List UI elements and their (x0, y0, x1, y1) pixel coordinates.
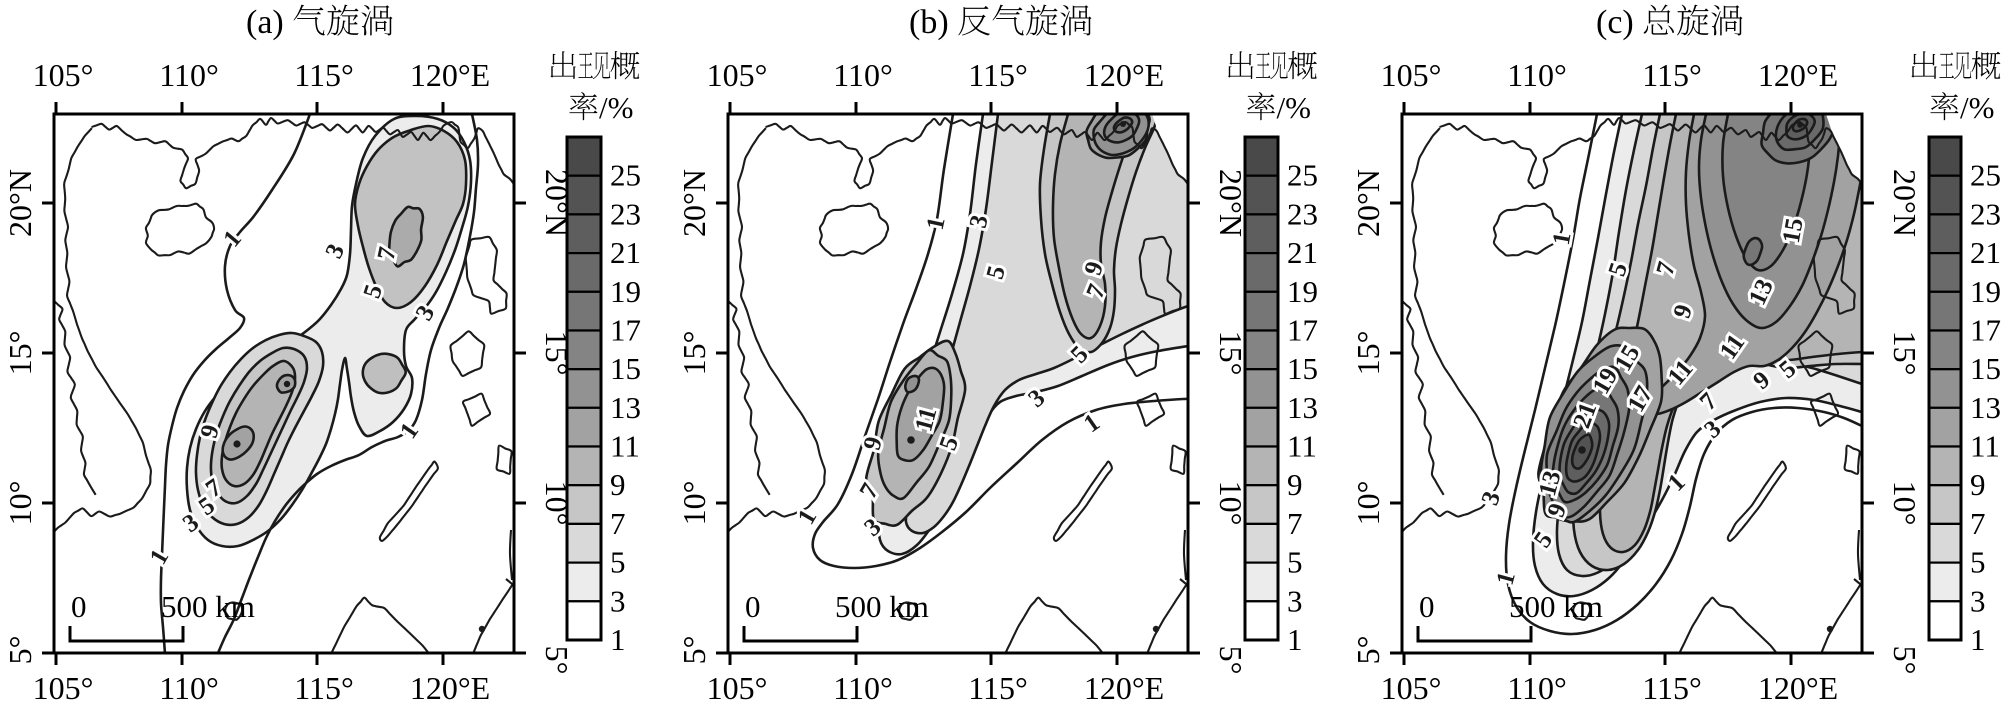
svg-text:15: 15 (610, 351, 641, 386)
svg-text:13: 13 (1287, 390, 1318, 425)
svg-text:10°: 10° (1350, 481, 1386, 526)
svg-text:15°: 15° (1887, 331, 1923, 376)
svg-text:3: 3 (1970, 583, 1986, 618)
svg-text:120°E: 120°E (1084, 57, 1164, 93)
svg-text:115°: 115° (294, 670, 354, 706)
svg-text:15°: 15° (1213, 331, 1249, 376)
svg-text:120°E: 120°E (410, 57, 490, 93)
svg-text:20°N: 20°N (2, 169, 38, 237)
svg-text:5°: 5° (2, 636, 38, 665)
svg-text:7: 7 (1287, 506, 1303, 541)
svg-text:120°E: 120°E (1084, 670, 1164, 706)
svg-text:115°: 115° (1642, 670, 1702, 706)
svg-text:15: 15 (1970, 351, 2001, 386)
svg-text:115°: 115° (968, 57, 1028, 93)
svg-text:5: 5 (1970, 545, 1986, 580)
svg-text:10°: 10° (1213, 481, 1249, 526)
svg-text:500 km: 500 km (1509, 589, 1603, 624)
svg-text:105°: 105° (707, 57, 768, 93)
svg-text:20°N: 20°N (676, 169, 712, 237)
svg-text:(c): (c) (1596, 4, 1634, 41)
svg-text:19: 19 (1970, 274, 2001, 309)
svg-text:110°: 110° (159, 670, 219, 706)
svg-text:(b): (b) (909, 4, 949, 41)
svg-text:7: 7 (1970, 506, 1986, 541)
svg-text:15: 15 (1778, 216, 1809, 245)
svg-text:15°: 15° (2, 331, 38, 376)
svg-text:5: 5 (1287, 545, 1303, 580)
svg-text:5: 5 (610, 545, 626, 580)
svg-text:13: 13 (610, 390, 641, 425)
svg-text:5°: 5° (1350, 636, 1386, 665)
svg-text:5°: 5° (1887, 646, 1923, 675)
svg-text:105°: 105° (1381, 57, 1442, 93)
svg-text:/%: /% (1960, 90, 1994, 125)
svg-text:9: 9 (1287, 467, 1303, 502)
svg-text:110°: 110° (1507, 57, 1567, 93)
svg-text:17: 17 (1970, 313, 2001, 348)
svg-text:25: 25 (610, 158, 641, 193)
svg-text:3: 3 (610, 583, 626, 618)
svg-text:1: 1 (1970, 622, 1986, 657)
svg-text:0: 0 (71, 589, 87, 624)
svg-text:0: 0 (1419, 589, 1435, 624)
svg-text:120°E: 120°E (410, 670, 490, 706)
svg-text:115°: 115° (1642, 57, 1702, 93)
svg-text:15: 15 (1287, 351, 1318, 386)
svg-text:10°: 10° (676, 481, 712, 526)
svg-text:105°: 105° (33, 670, 94, 706)
svg-text:5°: 5° (676, 636, 712, 665)
svg-text:25: 25 (1970, 158, 2001, 193)
svg-text:15°: 15° (676, 331, 712, 376)
svg-text:/%: /% (1277, 90, 1311, 125)
svg-text:105°: 105° (1381, 670, 1442, 706)
svg-text:110°: 110° (833, 670, 893, 706)
svg-text:13: 13 (1970, 390, 2001, 425)
svg-text:500 km: 500 km (835, 589, 929, 624)
svg-text:500 km: 500 km (161, 589, 255, 624)
svg-text:11: 11 (1970, 429, 2000, 464)
svg-text:20°N: 20°N (1350, 169, 1386, 237)
svg-text:20°N: 20°N (1887, 169, 1923, 237)
svg-text:23: 23 (1287, 196, 1318, 231)
svg-text:21: 21 (610, 235, 641, 270)
svg-text:110°: 110° (159, 57, 219, 93)
svg-text:21: 21 (1287, 235, 1318, 270)
svg-text:105°: 105° (707, 670, 768, 706)
svg-text:3: 3 (1287, 583, 1303, 618)
svg-text:15°: 15° (1350, 331, 1386, 376)
svg-text:7: 7 (610, 506, 626, 541)
svg-text:120°E: 120°E (1758, 57, 1838, 93)
svg-text:21: 21 (1970, 235, 2001, 270)
svg-text:115°: 115° (294, 57, 354, 93)
svg-text:20°N: 20°N (1213, 169, 1249, 237)
svg-text:1: 1 (1287, 622, 1303, 657)
svg-text:23: 23 (610, 196, 641, 231)
svg-text:115°: 115° (968, 670, 1028, 706)
svg-text:9: 9 (610, 467, 626, 502)
svg-text:11: 11 (1287, 429, 1317, 464)
svg-text:9: 9 (1970, 467, 1986, 502)
svg-text:19: 19 (610, 274, 641, 309)
svg-text:1: 1 (610, 622, 626, 657)
svg-text:0: 0 (745, 589, 761, 624)
svg-text:23: 23 (1970, 196, 2001, 231)
svg-text:120°E: 120°E (1758, 670, 1838, 706)
svg-text:19: 19 (1287, 274, 1318, 309)
svg-text:110°: 110° (1507, 670, 1567, 706)
svg-text:/%: /% (599, 90, 633, 125)
svg-text:5°: 5° (1213, 646, 1249, 675)
svg-text:17: 17 (1287, 313, 1318, 348)
svg-text:10°: 10° (1887, 481, 1923, 526)
svg-text:110°: 110° (833, 57, 893, 93)
svg-text:(a): (a) (246, 4, 284, 41)
svg-text:11: 11 (610, 429, 640, 464)
svg-text:25: 25 (1287, 158, 1318, 193)
svg-text:105°: 105° (33, 57, 94, 93)
svg-text:10°: 10° (2, 481, 38, 526)
svg-text:17: 17 (610, 313, 641, 348)
svg-text:5°: 5° (539, 646, 575, 675)
